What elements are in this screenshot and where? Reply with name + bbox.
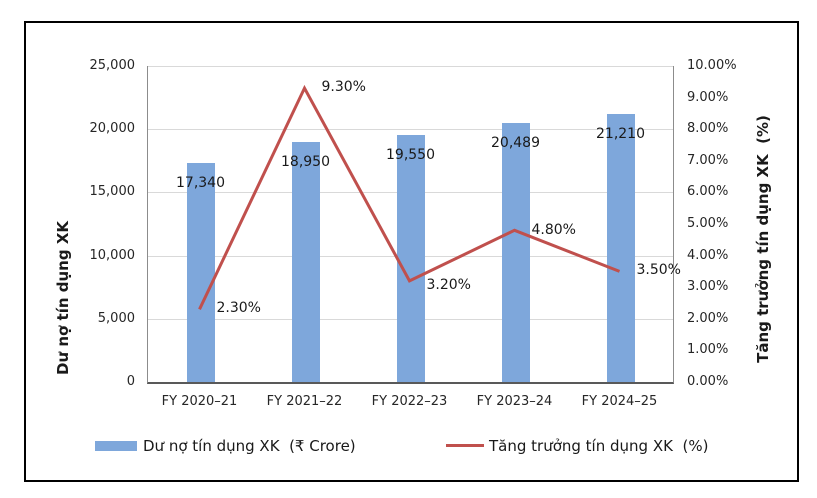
x-axis-category-label: FY 2022–23	[371, 394, 448, 409]
bar-data-label: 17,340	[176, 174, 225, 191]
bar-data-label: 21,210	[596, 125, 645, 142]
bar-data-label: 19,550	[386, 146, 435, 163]
bar	[606, 113, 635, 382]
x-axis-category-label: FY 2023–24	[476, 394, 553, 409]
line-data-label: 2.30%	[216, 300, 261, 317]
legend-label-bar-series: Dư nợ tín dụng XK (₹ Crore)	[143, 436, 356, 455]
right-axis-tick-label: 4.00%	[687, 247, 729, 263]
right-axis-title: Tăng trưởng tín dụng XK (%)	[754, 115, 772, 363]
right-axis-tick-label: 1.00%	[687, 342, 729, 358]
left-axis-tick-label: 15,000	[89, 184, 136, 200]
x-axis-category-label: FY 2020–21	[161, 394, 238, 409]
left-axis-tick-label: 0	[126, 374, 135, 389]
growth-line-series	[198, 84, 621, 310]
line-data-label: 9.30%	[321, 79, 366, 96]
right-axis-tick-label: 0.00%	[687, 374, 729, 389]
plot-area	[147, 66, 674, 384]
legend-item-line-series: Tăng trưởng tín dụng XK (%)	[446, 436, 708, 455]
left-axis-tick-label: 20,000	[89, 121, 136, 137]
bar-data-label: 20,489	[491, 135, 540, 152]
legend-item-bar-series: Dư nợ tín dụng XK (₹ Crore)	[95, 436, 356, 455]
right-axis-tick-label: 2.00%	[687, 310, 729, 326]
bar	[396, 134, 425, 382]
right-axis-tick-label: 10.00%	[687, 58, 737, 73]
left-axis-title: Dư nợ tín dụng XK	[54, 220, 72, 376]
bar-series-swatch-icon	[95, 440, 137, 451]
line-data-label: 4.80%	[531, 222, 576, 239]
line-series-swatch-icon	[446, 444, 484, 447]
right-axis-tick-label: 9.00%	[687, 89, 729, 105]
right-axis-tick-label: 7.00%	[687, 152, 729, 168]
left-axis-tick-label: 10,000	[89, 247, 136, 263]
left-axis-tick-label: 5,000	[97, 310, 135, 326]
line-data-label: 3.20%	[426, 276, 471, 293]
right-axis-tick-label: 3.00%	[687, 279, 729, 295]
line-data-label: 3.50%	[636, 262, 681, 279]
gridline	[148, 66, 673, 67]
x-axis-category-label: FY 2021–22	[266, 394, 343, 409]
right-axis-tick-label: 8.00%	[687, 121, 729, 137]
bar-data-label: 18,950	[281, 154, 330, 171]
bar	[501, 123, 530, 382]
gridline	[148, 129, 673, 131]
left-axis-tick-label: 25,000	[89, 58, 136, 73]
bar	[291, 142, 320, 382]
legend-label-line-series: Tăng trưởng tín dụng XK (%)	[489, 436, 709, 455]
right-axis-tick-label: 5.00%	[687, 216, 729, 231]
right-axis-tick-label: 6.00%	[687, 184, 729, 200]
bar	[186, 162, 215, 382]
growth-line	[198, 84, 621, 310]
x-axis-category-label: FY 2024–25	[581, 394, 658, 409]
